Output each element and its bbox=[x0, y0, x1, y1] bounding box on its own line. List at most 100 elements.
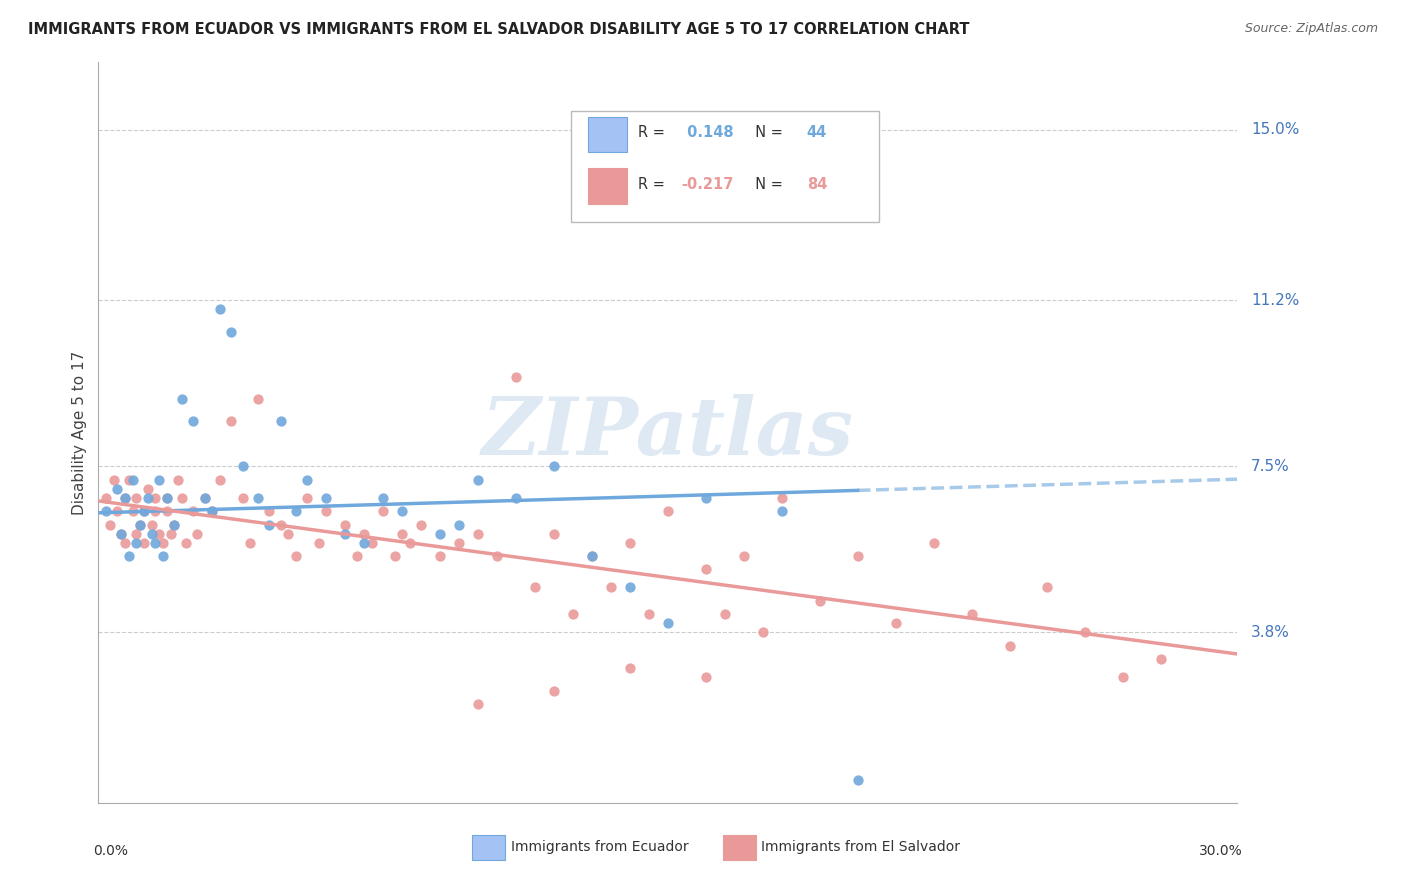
Point bbox=[107, 482, 129, 496]
Point bbox=[398, 535, 420, 549]
Point bbox=[846, 549, 869, 563]
Text: IMMIGRANTS FROM ECUADOR VS IMMIGRANTS FROM EL SALVADOR DISABILITY AGE 5 TO 17 CO: IMMIGRANTS FROM ECUADOR VS IMMIGRANTS FR… bbox=[28, 22, 970, 37]
Point bbox=[110, 526, 132, 541]
Point bbox=[208, 473, 231, 487]
Point bbox=[638, 607, 661, 622]
Point bbox=[132, 535, 155, 549]
FancyBboxPatch shape bbox=[723, 835, 755, 860]
Point bbox=[183, 414, 205, 428]
Point bbox=[543, 683, 565, 698]
Point bbox=[194, 491, 217, 505]
Point bbox=[170, 491, 193, 505]
Point bbox=[201, 504, 224, 518]
Point bbox=[505, 369, 527, 384]
Point bbox=[156, 491, 179, 505]
Point bbox=[208, 302, 231, 317]
Point bbox=[657, 504, 679, 518]
Point bbox=[170, 392, 193, 406]
Point bbox=[467, 697, 489, 711]
Point bbox=[132, 504, 155, 518]
Point bbox=[315, 491, 337, 505]
Point bbox=[384, 549, 406, 563]
Point bbox=[695, 670, 717, 684]
Point bbox=[145, 535, 167, 549]
Point bbox=[467, 473, 489, 487]
Point bbox=[114, 535, 136, 549]
Point bbox=[695, 562, 717, 576]
Point bbox=[163, 517, 186, 532]
Point bbox=[201, 504, 224, 518]
Point bbox=[94, 491, 117, 505]
Point bbox=[353, 526, 375, 541]
Text: Source: ZipAtlas.com: Source: ZipAtlas.com bbox=[1244, 22, 1378, 36]
Point bbox=[132, 504, 155, 518]
Text: -0.217: -0.217 bbox=[682, 177, 734, 192]
Point bbox=[391, 504, 413, 518]
Text: 15.0%: 15.0% bbox=[1251, 122, 1299, 137]
Point bbox=[114, 491, 136, 505]
Point bbox=[429, 549, 451, 563]
Text: 30.0%: 30.0% bbox=[1199, 844, 1243, 857]
Point bbox=[148, 526, 170, 541]
Point bbox=[770, 491, 793, 505]
Point bbox=[449, 517, 471, 532]
Point bbox=[129, 517, 152, 532]
Point bbox=[246, 491, 269, 505]
Point bbox=[156, 504, 179, 518]
Point bbox=[136, 491, 159, 505]
Text: 3.8%: 3.8% bbox=[1251, 624, 1291, 640]
Point bbox=[270, 517, 292, 532]
Point bbox=[360, 535, 382, 549]
FancyBboxPatch shape bbox=[588, 117, 627, 153]
Point bbox=[259, 504, 281, 518]
Point bbox=[619, 661, 641, 675]
Point bbox=[277, 526, 299, 541]
Point bbox=[221, 414, 243, 428]
Point bbox=[353, 535, 375, 549]
Point bbox=[284, 504, 307, 518]
Text: N =: N = bbox=[747, 125, 787, 140]
Point bbox=[136, 482, 159, 496]
Point bbox=[94, 504, 117, 518]
Point bbox=[118, 549, 141, 563]
Point bbox=[411, 517, 433, 532]
Point bbox=[270, 414, 292, 428]
Point bbox=[846, 773, 869, 788]
FancyBboxPatch shape bbox=[472, 835, 505, 860]
Point bbox=[562, 607, 585, 622]
Text: 44: 44 bbox=[807, 125, 827, 140]
Point bbox=[125, 491, 148, 505]
Point bbox=[1036, 581, 1059, 595]
Point bbox=[1112, 670, 1135, 684]
Point bbox=[335, 526, 357, 541]
Point bbox=[156, 491, 179, 505]
Point bbox=[121, 473, 143, 487]
Text: N =: N = bbox=[747, 177, 787, 192]
Point bbox=[297, 491, 319, 505]
Point bbox=[960, 607, 983, 622]
Point bbox=[167, 473, 190, 487]
Point bbox=[581, 549, 603, 563]
Point bbox=[152, 535, 174, 549]
Point bbox=[543, 459, 565, 474]
Point bbox=[524, 581, 547, 595]
Point bbox=[232, 491, 254, 505]
Point bbox=[110, 526, 132, 541]
Text: R =: R = bbox=[638, 125, 669, 140]
Point bbox=[449, 535, 471, 549]
Point bbox=[346, 549, 368, 563]
Point bbox=[505, 491, 527, 505]
Point bbox=[657, 616, 679, 631]
Point bbox=[125, 535, 148, 549]
Point bbox=[733, 549, 755, 563]
Point bbox=[141, 526, 163, 541]
Point bbox=[429, 526, 451, 541]
Point bbox=[118, 473, 141, 487]
Point bbox=[486, 549, 509, 563]
Y-axis label: Disability Age 5 to 17: Disability Age 5 to 17 bbox=[72, 351, 87, 515]
Text: R =: R = bbox=[638, 177, 669, 192]
Point bbox=[152, 549, 174, 563]
Text: 84: 84 bbox=[807, 177, 827, 192]
Point bbox=[922, 535, 945, 549]
Text: 0.148: 0.148 bbox=[682, 125, 733, 140]
